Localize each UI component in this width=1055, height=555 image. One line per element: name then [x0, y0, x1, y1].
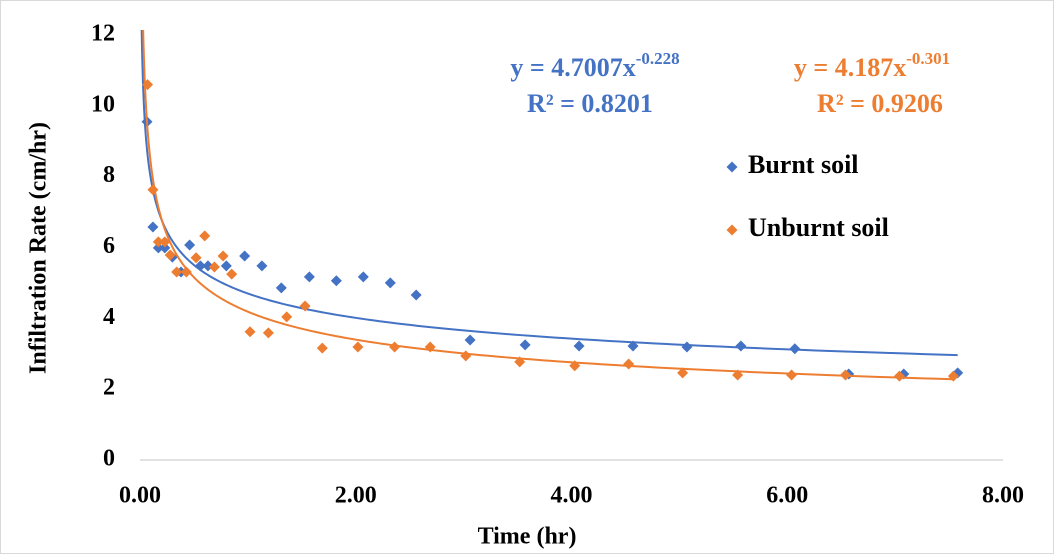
data-point [152, 242, 164, 254]
x-axis-title: Time (hr) [478, 524, 577, 550]
equation-exponent: -0.228 [636, 49, 680, 68]
data-point [519, 339, 531, 351]
data-point [732, 369, 744, 381]
data-point [514, 356, 526, 368]
y-tick-label: 6 [103, 233, 115, 259]
trendline [140, 30, 958, 357]
y-tick-label: 10 [91, 91, 115, 117]
data-point [681, 341, 693, 353]
data-point [208, 261, 220, 273]
data-point [303, 271, 315, 283]
data-point [171, 266, 183, 278]
data-point [786, 369, 798, 381]
data-point [220, 260, 232, 272]
data-point [159, 242, 171, 254]
trendline-r2: R² = 0.9206 [817, 89, 943, 118]
x-tick-label: 6.00 [766, 483, 808, 509]
equation-base: y = 4.187x [794, 53, 906, 82]
data-point [217, 250, 229, 262]
data-point [299, 300, 311, 312]
data-point [147, 221, 159, 233]
data-point [893, 370, 905, 382]
y-tick-label: 8 [103, 162, 115, 188]
y-tick-label: 0 [103, 446, 115, 472]
data-point [194, 260, 206, 272]
data-point [947, 370, 959, 382]
data-point [389, 341, 401, 353]
data-point [330, 275, 342, 287]
data-point [410, 289, 422, 301]
data-point [569, 360, 581, 372]
data-point [352, 341, 364, 353]
data-point [840, 369, 852, 381]
data-point [262, 327, 274, 339]
data-point [180, 266, 192, 278]
legend-marker [726, 161, 738, 173]
data-point [384, 277, 396, 289]
data-point [316, 342, 328, 354]
y-tick-label: 12 [91, 21, 115, 47]
data-point [735, 340, 747, 352]
x-tick-label: 2.00 [335, 483, 377, 509]
data-point [281, 311, 293, 323]
data-point [460, 350, 472, 362]
data-point [623, 358, 635, 370]
x-tick-label: 0.00 [119, 483, 161, 509]
data-point [239, 250, 251, 262]
data-point [573, 340, 585, 352]
data-point [152, 236, 164, 248]
data-point [199, 230, 211, 242]
trendline-equation: y = 4.187x-0.301 [794, 49, 950, 82]
plot-area [140, 30, 964, 382]
data-point [184, 239, 196, 251]
legend-marker [726, 224, 738, 236]
data-point [190, 252, 202, 264]
equation-base: y = 4.7007x [510, 53, 635, 82]
data-point [424, 341, 436, 353]
equation-exponent: -0.301 [906, 49, 950, 68]
x-tick-label: 8.00 [982, 483, 1024, 509]
legend-label: Burnt soil [748, 150, 859, 179]
data-point [789, 343, 801, 355]
x-tick-label: 4.00 [551, 483, 593, 509]
data-point [164, 249, 176, 261]
data-point [275, 282, 287, 294]
y-tick-label: 2 [103, 375, 115, 401]
y-tick-label: 4 [103, 304, 115, 330]
data-point [159, 236, 171, 248]
data-point [464, 334, 476, 346]
data-point [627, 340, 639, 352]
data-point [147, 184, 159, 196]
y-axis-title: Infiltration Rate (cm/hr) [26, 122, 52, 374]
data-point [357, 271, 369, 283]
legend-label: Unburnt soil [748, 213, 889, 242]
trendline-equation: y = 4.7007x-0.228 [510, 49, 679, 82]
data-point [256, 260, 268, 272]
data-point [142, 79, 154, 91]
data-point [677, 367, 689, 379]
data-point [244, 326, 256, 338]
trendline-r2: R² = 0.8201 [527, 89, 653, 118]
data-point [226, 268, 238, 280]
